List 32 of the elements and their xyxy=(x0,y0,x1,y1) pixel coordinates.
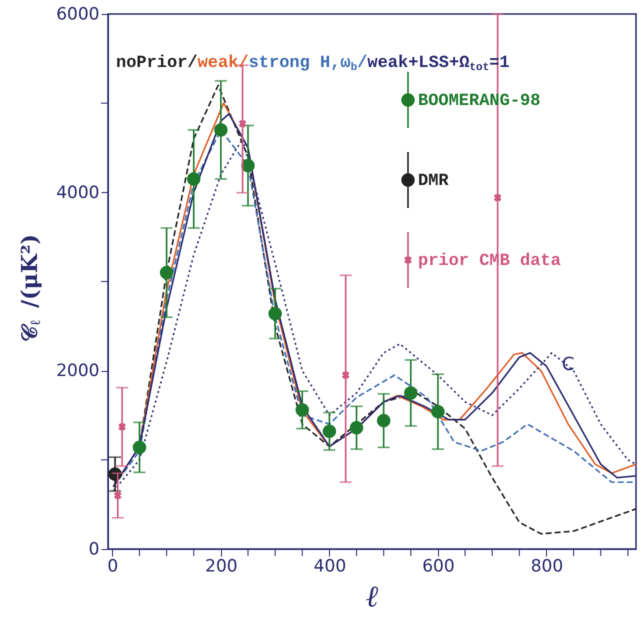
text: weak/ xyxy=(198,54,249,73)
point xyxy=(114,492,122,500)
series-label: C xyxy=(562,354,574,375)
series-label: noPrior/ xyxy=(116,54,198,73)
y-tick-label: 4000 xyxy=(56,182,100,203)
point xyxy=(404,386,418,400)
x-tick-label: 400 xyxy=(314,556,346,576)
point xyxy=(296,403,309,417)
point xyxy=(118,423,126,431)
point xyxy=(214,123,228,137)
point xyxy=(238,120,246,128)
point xyxy=(268,306,282,320)
x-tick-label: 600 xyxy=(422,556,455,576)
point xyxy=(342,371,350,379)
point xyxy=(431,404,445,418)
x-tick-label: 800 xyxy=(530,556,564,576)
point xyxy=(241,158,255,172)
point xyxy=(187,172,200,186)
legend-label: DMR xyxy=(418,172,450,191)
y-tick-label: 0 xyxy=(88,540,100,560)
x-tick-label: 0 xyxy=(107,556,118,576)
y-tick-label: 2000 xyxy=(56,361,100,382)
point xyxy=(322,424,336,438)
point xyxy=(160,266,174,280)
x-tick-label: 200 xyxy=(205,556,238,576)
point xyxy=(350,421,364,434)
point xyxy=(132,440,146,454)
y-tick-label: 6000 xyxy=(56,4,100,24)
point xyxy=(494,194,502,202)
point xyxy=(376,414,390,428)
x-axis-title: ℓ xyxy=(366,580,379,614)
y-axis-title: 𝒞ℓ /(μK²) xyxy=(17,234,44,342)
